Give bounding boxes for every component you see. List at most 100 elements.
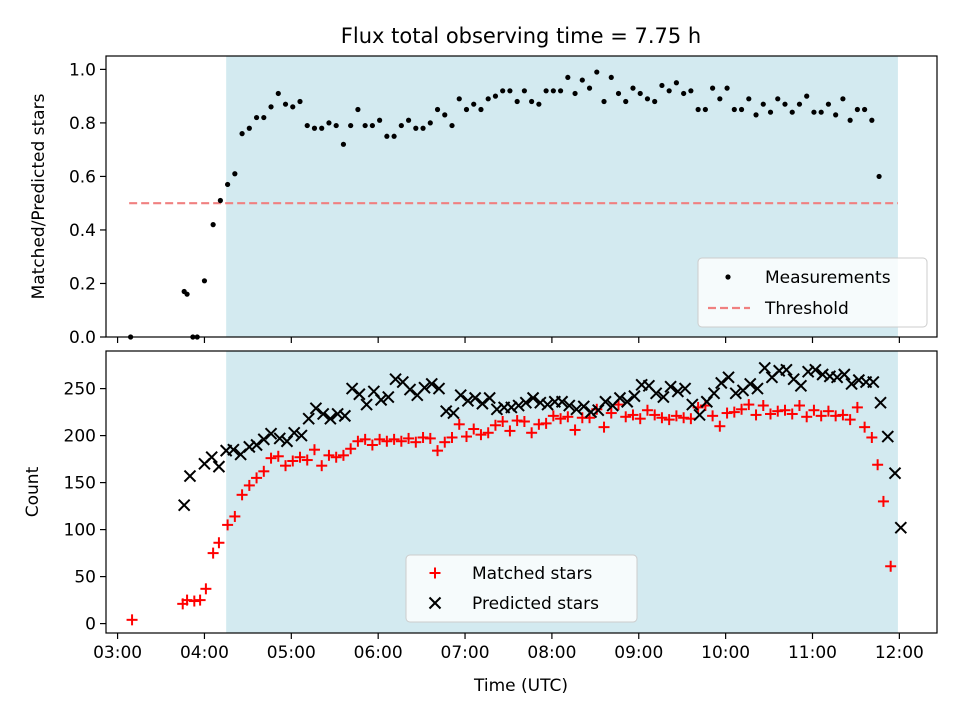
legend-label-measurements: Measurements [765, 268, 891, 288]
chart-title: Flux total observing time = 7.75 h [341, 24, 701, 48]
matched-point [815, 410, 827, 422]
measurement-point [297, 98, 303, 105]
y-axis-label: Matched/Predicted stars [29, 93, 49, 299]
predicted-point [570, 403, 583, 416]
predicted-point [353, 388, 366, 401]
x-tick-label: 04:00 [180, 643, 229, 663]
matched-point [555, 413, 567, 425]
predicted-point [671, 385, 685, 398]
predicted-point [722, 371, 735, 384]
predicted-point [403, 383, 417, 396]
predicted-point [505, 401, 518, 414]
matched-point [844, 414, 856, 426]
measurement-point [217, 197, 223, 204]
matched-point [446, 431, 458, 443]
predicted-point [526, 391, 540, 405]
measurement-point [565, 74, 571, 81]
matched-point [605, 407, 617, 419]
matched-point [757, 400, 769, 412]
matched-point [663, 414, 675, 426]
matched-point [569, 424, 581, 436]
predicted-point [257, 433, 271, 446]
measurement-point [413, 125, 419, 131]
measurement-point [184, 291, 190, 297]
bottom-axes-frame [105, 350, 938, 634]
predicted-point [287, 426, 301, 439]
matched-point [126, 614, 138, 626]
predicted-point [794, 379, 808, 392]
predicted-point [227, 443, 240, 456]
measurement-point [384, 133, 390, 139]
matched-point [707, 410, 719, 422]
matched-point [194, 594, 206, 606]
y-tick-label: 1.0 [69, 60, 96, 80]
matched-point [301, 454, 313, 466]
measurement-point [572, 90, 578, 97]
predicted-point [264, 427, 278, 440]
measurement-point [630, 85, 636, 91]
measurement-point [348, 122, 354, 129]
measurement-point [818, 109, 824, 115]
measurement-point [746, 96, 752, 102]
measurement-point [355, 106, 361, 113]
matched-point [337, 449, 349, 461]
measurement-point [767, 109, 774, 115]
matched-point [540, 417, 552, 429]
matched-point [424, 432, 436, 444]
predicted-point [599, 395, 612, 408]
measurement-point [652, 98, 658, 105]
predicted-point [801, 365, 815, 378]
matched-point [374, 433, 386, 445]
measurement-point [710, 85, 716, 91]
predicted-point [183, 469, 197, 483]
predicted-point [729, 387, 742, 400]
matched-point [620, 411, 632, 423]
matched-point [316, 460, 328, 472]
predicted-point [468, 391, 482, 405]
measurement-point [644, 96, 651, 102]
predicted-point [649, 387, 663, 400]
predicted-point [613, 391, 627, 405]
predicted-point [845, 377, 858, 391]
measurement-point [290, 104, 296, 110]
measurement-point [529, 98, 535, 105]
measurement-point [789, 109, 795, 115]
measurement-point [201, 278, 208, 284]
predicted-point [360, 398, 373, 411]
predicted-point [461, 394, 475, 408]
measurement-point [304, 122, 310, 129]
measurement-point [681, 90, 687, 97]
predicted-point [338, 409, 352, 423]
flux-ratio-panel: Flux total observing time = 7.75 h 0.0 0.… [29, 24, 938, 348]
matched-point [345, 443, 357, 455]
legend-marker-measurements [725, 274, 731, 280]
predicted-point [519, 396, 533, 409]
matched-point [395, 435, 407, 447]
predicted-point [744, 377, 757, 391]
matched-point [294, 451, 306, 463]
predicted-point [707, 387, 721, 400]
matched-point [866, 431, 878, 443]
measurement-point [246, 125, 252, 131]
measurement-point [738, 106, 745, 113]
matched-point [258, 465, 270, 477]
predicted-point [894, 521, 908, 534]
matched-point [714, 420, 726, 432]
predicted-point [751, 382, 764, 395]
measurement-point [463, 106, 470, 113]
predicted-point [432, 382, 446, 395]
matched-point [482, 427, 494, 439]
predicted-point [425, 377, 438, 391]
measurement-point [420, 125, 426, 131]
matched-point [388, 433, 400, 445]
measurement-point [492, 93, 499, 99]
predicted-point [418, 381, 431, 394]
measurement-point [333, 122, 339, 129]
x-tick-label: 10:00 [701, 643, 750, 663]
matched-point [323, 449, 335, 461]
measurement-point [782, 101, 788, 107]
measurement-point [369, 122, 375, 129]
measurement-point [340, 141, 347, 147]
measurement-point [485, 96, 491, 102]
